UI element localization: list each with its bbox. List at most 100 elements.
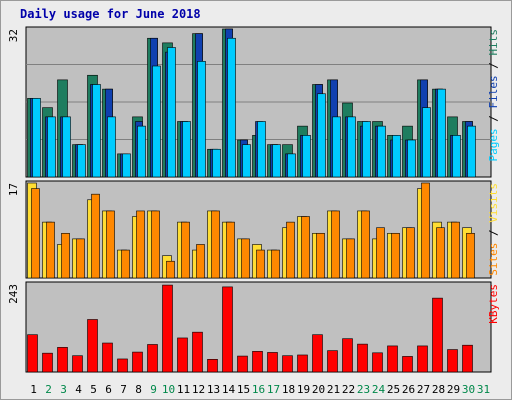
x-tick-day-4: 4 [75, 383, 82, 396]
bar-kbytes-day-13 [207, 359, 218, 373]
bar-kbytes-day-26 [402, 356, 413, 373]
bar-pages-day-12 [197, 61, 206, 178]
bar-sites-day-5 [91, 193, 100, 279]
bar-pages-day-18 [287, 153, 296, 178]
bar-pages-day-8 [137, 125, 146, 178]
bar-pages-day-21 [332, 116, 341, 178]
x-tick-day-17: 17 [267, 383, 280, 396]
bar-pages-day-3 [62, 116, 71, 178]
bar-pages-day-1 [32, 98, 41, 178]
bar-sites-day-22 [346, 238, 355, 279]
bar-kbytes-day-19 [297, 354, 308, 373]
bar-kbytes-day-29 [447, 349, 458, 373]
visits_sites-side-legend: Sites / Visits [487, 183, 500, 276]
legend-separator: / [487, 109, 500, 129]
bar-kbytes-day-14 [222, 286, 233, 373]
x-tick-day-10: 10 [162, 383, 175, 396]
x-tick-day-29: 29 [447, 383, 460, 396]
bar-kbytes-day-15 [237, 355, 248, 373]
x-tick-day-20: 20 [312, 383, 325, 396]
bar-pages-day-5 [92, 84, 101, 178]
bar-pages-day-24 [377, 125, 386, 178]
bar-sites-day-23 [361, 210, 370, 279]
x-tick-day-5: 5 [90, 383, 97, 396]
x-tick-day-3: 3 [60, 383, 67, 396]
x-tick-day-15: 15 [237, 383, 250, 396]
bar-pages-day-22 [347, 116, 356, 178]
legend-sites: Sites [487, 243, 500, 276]
bar-pages-day-20 [317, 93, 326, 178]
x-tick-day-9: 9 [150, 383, 157, 396]
bar-kbytes-day-6 [102, 342, 113, 373]
bar-pages-day-19 [302, 135, 311, 178]
bar-kbytes-day-12 [192, 331, 203, 373]
bar-sites-day-27 [421, 182, 430, 279]
bar-pages-day-11 [182, 121, 191, 178]
x-tick-day-21: 21 [327, 383, 340, 396]
hits_files_pages-panel: 32 Pages / Files / Hits [7, 26, 500, 178]
bar-kbytes-day-18 [282, 355, 293, 373]
x-axis-labels: 1 2 3 4 5 6 7 8 9 10 11 12 13 14 15 16 17 18 19 20 21 22 23 24 2… [30, 383, 490, 396]
x-tick-day-11: 11 [177, 383, 190, 396]
x-tick-day-16: 16 [252, 383, 265, 396]
bar-sites-day-19 [301, 216, 310, 279]
bar-kbytes-day-25 [387, 345, 398, 373]
x-tick-day-25: 25 [387, 383, 400, 396]
legend-hits: Hits [487, 29, 500, 56]
bar-pages-day-9 [152, 65, 161, 178]
bar-sites-day-11 [181, 221, 190, 279]
bar-kbytes-day-17 [267, 352, 278, 373]
bar-sites-day-17 [271, 249, 280, 279]
bar-pages-day-17 [272, 144, 281, 178]
x-tick-day-19: 19 [297, 383, 310, 396]
bar-sites-day-16 [256, 249, 265, 279]
bar-kbytes-day-2 [42, 352, 53, 373]
bar-sites-day-12 [196, 244, 205, 279]
bar-pages-day-15 [242, 144, 251, 178]
x-tick-day-23: 23 [357, 383, 370, 396]
bar-sites-day-1 [31, 188, 40, 279]
chart-panels: 32 Pages / Files / Hits 17 Sites / Visits 24… [7, 26, 500, 373]
bar-pages-day-6 [107, 116, 116, 178]
x-tick-day-12: 12 [192, 383, 205, 396]
x-tick-day-27: 27 [417, 383, 430, 396]
bar-kbytes-day-24 [372, 352, 383, 373]
x-tick-day-31: 31 [477, 383, 490, 396]
bar-sites-day-2 [46, 221, 55, 279]
bar-sites-day-7 [121, 249, 130, 279]
bar-kbytes-day-3 [57, 347, 68, 373]
bar-kbytes-day-16 [252, 351, 263, 373]
x-tick-day-24: 24 [372, 383, 386, 396]
visits_sites-ymax-label: 17 [7, 183, 20, 196]
bar-kbytes-day-4 [72, 355, 83, 373]
bar-sites-day-3 [61, 232, 70, 279]
legend-kbytes: KBytes [487, 284, 500, 324]
legend-pages: Pages [487, 128, 500, 161]
x-tick-day-1: 1 [30, 383, 37, 396]
bar-sites-day-28 [436, 227, 445, 279]
bar-kbytes-day-30 [462, 344, 473, 373]
bar-kbytes-day-7 [117, 358, 128, 373]
bar-kbytes-day-11 [177, 337, 188, 373]
hits_files_pages-side-legend: Pages / Files / Hits [487, 29, 500, 162]
bar-sites-day-30 [466, 232, 475, 279]
chart-title: Daily usage for June 2018 [20, 7, 201, 21]
x-tick-day-2: 2 [45, 383, 52, 396]
bar-kbytes-day-10 [162, 284, 173, 373]
bar-sites-day-25 [391, 232, 400, 279]
bar-pages-day-25 [392, 135, 401, 178]
bar-kbytes-day-21 [327, 350, 338, 373]
bar-pages-day-13 [212, 148, 221, 178]
kbytes-side-legend: KBytes [487, 284, 500, 324]
x-tick-day-28: 28 [432, 383, 445, 396]
hits_files_pages-ymax-label: 32 [7, 29, 20, 42]
bar-pages-day-16 [257, 121, 266, 178]
bar-pages-day-26 [407, 139, 416, 178]
bar-pages-day-14 [227, 37, 236, 178]
bar-pages-day-27 [422, 107, 431, 178]
x-tick-day-26: 26 [402, 383, 415, 396]
bar-pages-day-2 [47, 116, 56, 178]
x-tick-day-14: 14 [222, 383, 236, 396]
bar-pages-day-29 [452, 135, 461, 178]
legend-separator: / [487, 56, 500, 76]
